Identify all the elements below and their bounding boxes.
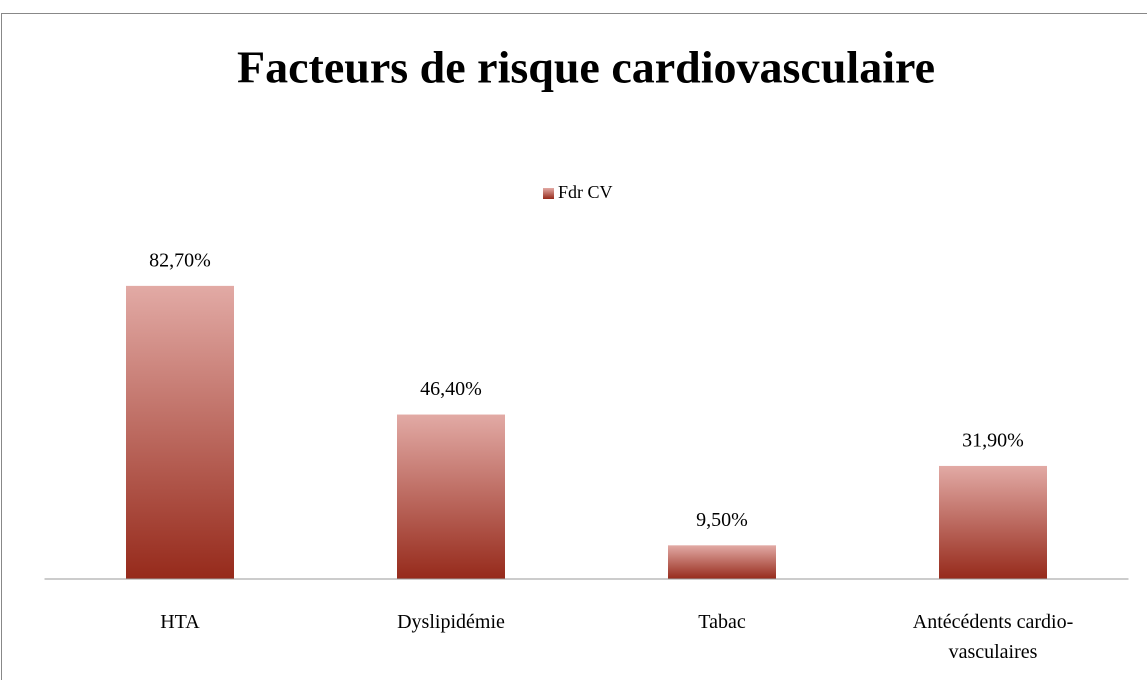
chart-title: Facteurs de risque cardiovasculaire xyxy=(237,42,935,93)
value-label: 31,90% xyxy=(962,430,1024,452)
bar xyxy=(397,414,505,579)
x-tick-label: Dyslipidémie xyxy=(397,611,505,633)
bar xyxy=(126,285,234,579)
x-tick-label: HTA xyxy=(160,611,200,633)
value-label: 9,50% xyxy=(696,509,748,531)
value-label: 82,70% xyxy=(149,249,211,271)
value-label: 46,40% xyxy=(420,378,482,400)
x-tick-label: Tabac xyxy=(698,611,746,633)
legend-swatch xyxy=(543,188,554,199)
x-tick-label: Antécédents cardio-vasculaires xyxy=(912,611,1074,663)
bar xyxy=(939,465,1047,579)
bar xyxy=(668,545,776,579)
legend-label: Fdr CV xyxy=(558,182,613,202)
